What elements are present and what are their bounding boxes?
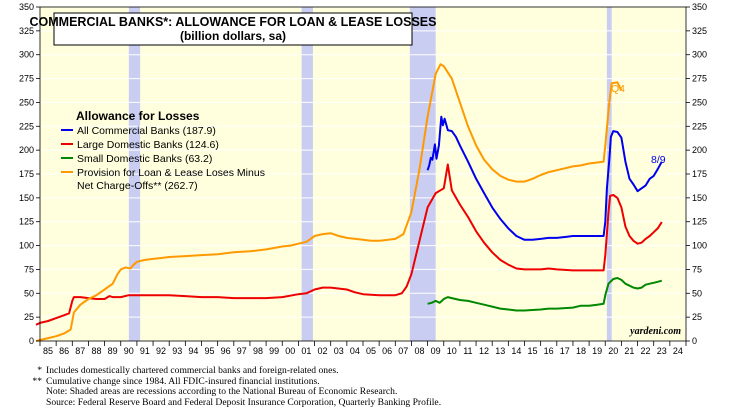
x-tick-label-93: 93	[172, 346, 182, 356]
x-tick-label-21: 21	[624, 346, 634, 356]
x-tick-label-88: 88	[91, 346, 101, 356]
x-tick-label-13: 13	[495, 346, 505, 356]
watermark: yardeni.com	[629, 326, 681, 337]
x-tick-label-05: 05	[366, 346, 376, 356]
y-tick-label-right-250: 250	[692, 97, 707, 107]
x-tick-label-89: 89	[108, 346, 118, 356]
x-tick-label-85: 85	[43, 346, 53, 356]
x-tick-label-94: 94	[188, 346, 198, 356]
x-tick-label-24: 24	[673, 346, 683, 356]
y-tick-label-right-325: 325	[692, 26, 707, 36]
x-tick-label-17: 17	[560, 346, 570, 356]
x-tick-label-96: 96	[221, 346, 231, 356]
x-tick-label-12: 12	[479, 346, 489, 356]
legend-label-all: All Commercial Banks (187.9)	[77, 125, 216, 137]
x-tick-label-95: 95	[204, 346, 214, 356]
y-tick-label-right-150: 150	[692, 193, 707, 203]
y-tick-label-left-125: 125	[19, 217, 34, 227]
x-tick-label-10: 10	[447, 346, 457, 356]
y-tick-label-right-175: 175	[692, 169, 707, 179]
legend-title: Allowance for Losses	[76, 109, 200, 123]
y-tick-label-left-175: 175	[19, 169, 34, 179]
x-tick-label-08: 08	[414, 346, 424, 356]
y-tick-label-right-100: 100	[692, 241, 707, 251]
x-tick-label-19: 19	[592, 346, 602, 356]
x-tick-label-16: 16	[544, 346, 554, 356]
legend-label-large: Large Domestic Banks (124.6)	[77, 139, 219, 151]
x-tick-label-09: 09	[431, 346, 441, 356]
chart-subtitle: (billion dollars, sa)	[180, 29, 286, 43]
y-tick-label-left-25: 25	[24, 312, 34, 322]
footnote-source: Source: Federal Reserve Board and Federa…	[28, 398, 728, 409]
y-tick-label-left-225: 225	[19, 121, 34, 131]
y-tick-label-right-50: 50	[692, 288, 702, 298]
x-axis: 85 86 87 88 89 90 91 92 93 94 95 96 97 98 99 00 01 02 03 04…	[40, 341, 686, 356]
chart-title: COMMERCIAL BANKS*: ALLOWANCE FOR LOAN & …	[30, 15, 437, 29]
x-tick-label-00: 00	[285, 346, 295, 356]
x-tick-label-15: 15	[527, 346, 537, 356]
y-tick-label-left-0: 0	[29, 336, 34, 346]
y-tick-label-left-275: 275	[19, 74, 34, 84]
x-tick-label-92: 92	[156, 346, 166, 356]
y-tick-label-left-350: 350	[19, 2, 34, 12]
y-tick-label-right-225: 225	[692, 121, 707, 131]
x-tick-label-90: 90	[124, 346, 134, 356]
y-tick-label-right-300: 300	[692, 50, 707, 60]
y-tick-label-left-50: 50	[24, 288, 34, 298]
y-tick-label-left-100: 100	[19, 241, 34, 251]
x-tick-label-14: 14	[511, 346, 521, 356]
x-tick-label-11: 11	[463, 346, 472, 356]
x-tick-label-97: 97	[237, 346, 247, 356]
x-tick-label-20: 20	[608, 346, 618, 356]
legend-label-small: Small Domestic Banks (63.2)	[77, 153, 212, 165]
y-tick-label-right-200: 200	[692, 145, 707, 155]
x-tick-label-18: 18	[576, 346, 586, 356]
x-tick-label-98: 98	[253, 346, 263, 356]
x-tick-label-03: 03	[334, 346, 344, 356]
x-tick-label-06: 06	[382, 346, 392, 356]
y-tick-label-right-125: 125	[692, 217, 707, 227]
x-tick-label-91: 91	[140, 346, 150, 356]
footnotes: * Includes domestically chartered commerc…	[28, 366, 728, 408]
y-tick-label-right-275: 275	[692, 74, 707, 84]
y-tick-label-right-350: 350	[692, 2, 707, 12]
x-tick-label-07: 07	[398, 346, 408, 356]
series-end-label-provision: Q4	[611, 83, 625, 95]
x-tick-label-22: 22	[641, 346, 651, 356]
y-tick-label-left-75: 75	[24, 264, 34, 274]
y-tick-label-right-0: 0	[692, 336, 697, 346]
y-tick-label-right-75: 75	[692, 264, 702, 274]
x-tick-label-23: 23	[657, 346, 667, 356]
chart: 0 025 2550 5075 75100 100125 125150 150175 17520…	[0, 0, 732, 415]
x-tick-label-02: 02	[318, 346, 328, 356]
series-end-label-all: 8/9	[651, 154, 666, 166]
y-tick-label-left-250: 250	[19, 97, 34, 107]
y-tick-label-left-150: 150	[19, 193, 34, 203]
y-tick-label-left-200: 200	[19, 145, 34, 155]
y-tick-label-left-300: 300	[19, 50, 34, 60]
x-tick-label-86: 86	[59, 346, 69, 356]
x-tick-label-87: 87	[75, 346, 85, 356]
y-tick-label-right-25: 25	[692, 312, 702, 322]
x-tick-label-99: 99	[269, 346, 279, 356]
x-tick-label-01: 01	[301, 346, 311, 356]
x-tick-label-04: 04	[350, 346, 360, 356]
